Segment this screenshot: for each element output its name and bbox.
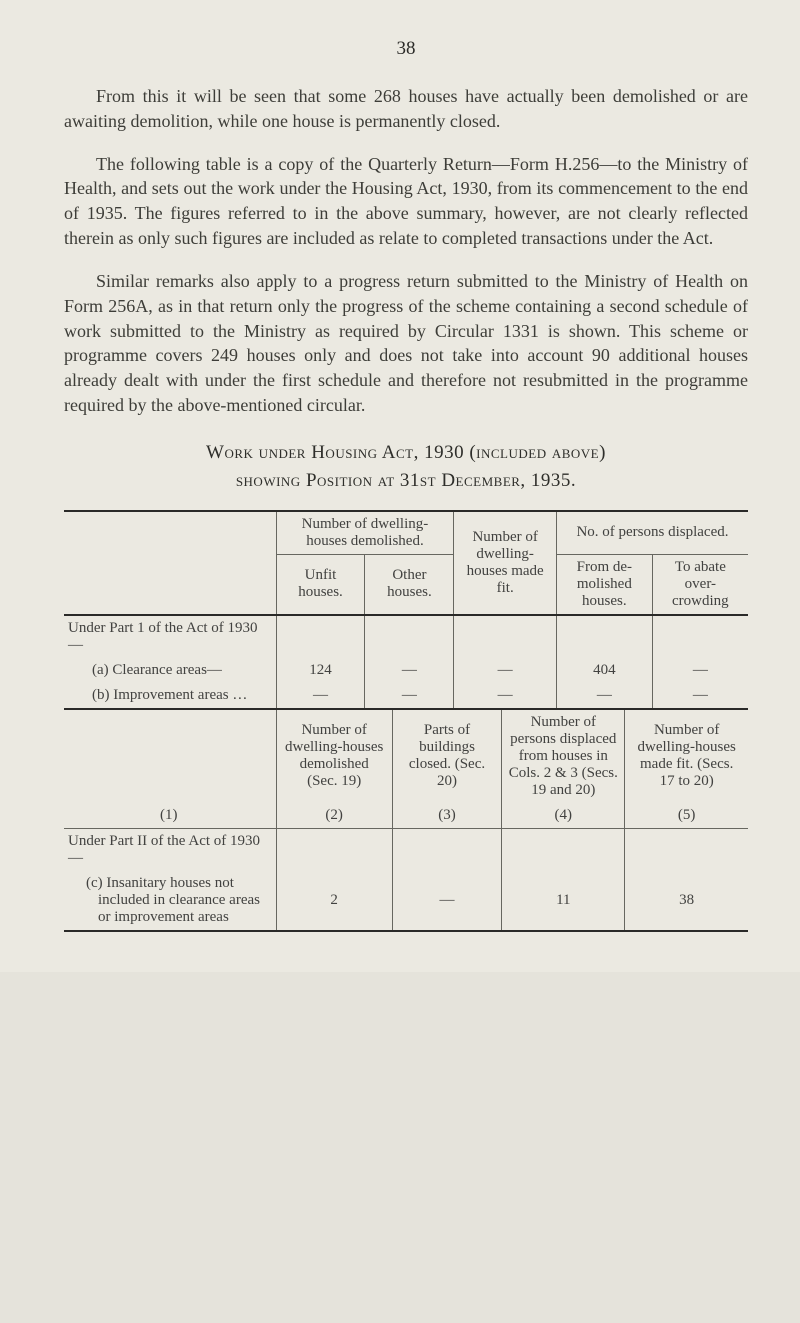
val-clearance-unfit: 124 (276, 658, 365, 683)
val-clearance-fromdem: 404 (556, 658, 652, 683)
table-1-grid: Number of dwelling-houses demolished. Nu… (64, 512, 748, 708)
header2-col5: Number of dwelling-houses made fit. (Sec… (625, 710, 748, 803)
table-row: Number of dwelling-houses demolished (Se… (64, 710, 748, 803)
val-c2: 2 (276, 871, 392, 930)
val-c4: 11 (502, 871, 625, 930)
colnum-4: (4) (502, 803, 625, 829)
table-row: (1) (2) (3) (4) (5) (64, 803, 748, 829)
table-row: Under Part II of the Act of 1930— (64, 828, 748, 871)
val-c5: 38 (625, 871, 748, 930)
val-improve-fromdem: — (556, 683, 652, 708)
header-other: Other houses. (365, 554, 454, 615)
colnum-5: (5) (625, 803, 748, 829)
table-subheading: showing Position at 31st December, 1935. (64, 470, 748, 492)
colnum-3: (3) (392, 803, 501, 829)
table-row: (c) Insanitary houses not included in cl… (64, 871, 748, 930)
paragraph-3: Similar remarks also apply to a progress… (64, 269, 748, 418)
header-unfit: Unfit houses. (276, 554, 365, 615)
page-number: 38 (64, 38, 748, 60)
table-row: (a) Clearance areas— 124 — — 404 — (64, 658, 748, 683)
row-under-part2: Under Part II of the Act of 1930— (64, 828, 276, 871)
table-row: Under Part 1 of the Act of 1930— (64, 615, 748, 658)
table-2: Number of dwelling-houses demolished (Se… (64, 710, 748, 932)
header-made-fit: Number of dwelling-houses made fit. (454, 512, 557, 615)
val-c3: — (392, 871, 501, 930)
row-under-part1: Under Part 1 of the Act of 1930— (64, 615, 276, 658)
val-clearance-other: — (365, 658, 454, 683)
header-persons-displaced: No. of persons displaced. (556, 512, 748, 555)
header-demolished: Number of dwelling-houses demolished. (276, 512, 454, 555)
colnum-2: (2) (276, 803, 392, 829)
colnum-1: (1) (64, 803, 276, 829)
val-improve-other: — (365, 683, 454, 708)
header-to-abate: To abate over-crowding (652, 554, 748, 615)
row-improvement: (b) Improvement areas … (64, 683, 276, 708)
val-improve-abate: — (652, 683, 748, 708)
table-2-grid: Number of dwelling-houses demolished (Se… (64, 710, 748, 930)
page-container: 38 From this it will be seen that some 2… (0, 0, 800, 972)
row-insanitary: (c) Insanitary houses not included in cl… (64, 871, 276, 930)
header2-col3: Parts of buildings closed. (Sec. 20) (392, 710, 501, 803)
header2-col2: Number of dwelling-houses demolished (Se… (276, 710, 392, 803)
table-row: (b) Improvement areas … — — — — — (64, 683, 748, 708)
table-1: Number of dwelling-houses demolished. Nu… (64, 510, 748, 710)
table-heading: Work under Housing Act, 1930 (included a… (64, 442, 748, 464)
val-clearance-abate: — (652, 658, 748, 683)
val-improve-unfit: — (276, 683, 365, 708)
val-improve-madefit: — (454, 683, 557, 708)
val-clearance-madefit: — (454, 658, 557, 683)
row-clearance: (a) Clearance areas— (64, 658, 276, 683)
paragraph-1: From this it will be seen that some 268 … (64, 84, 748, 134)
paragraph-2: The following table is a copy of the Qua… (64, 152, 748, 251)
table-row: Number of dwelling-houses demolished. Nu… (64, 512, 748, 555)
header-from-demolished: From de-molished houses. (556, 554, 652, 615)
header2-col4: Number of persons displaced from houses … (502, 710, 625, 803)
